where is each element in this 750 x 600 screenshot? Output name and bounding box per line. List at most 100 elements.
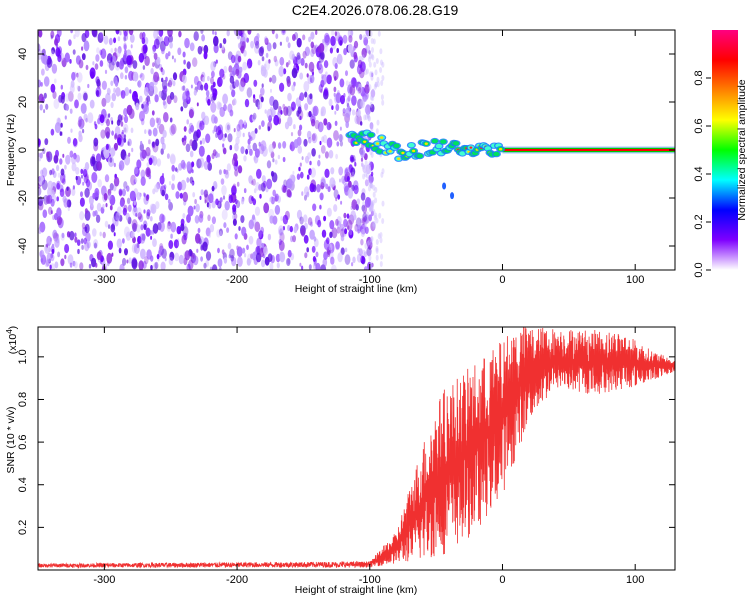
noise-speckle	[251, 251, 257, 261]
noise-speckle	[74, 99, 79, 109]
noise-speckle	[114, 219, 119, 227]
noise-speckle	[206, 202, 210, 208]
noise-speckle	[81, 32, 87, 43]
noise-speckle	[97, 179, 102, 188]
noise-speckle	[38, 186, 42, 196]
noise-speckle	[337, 194, 341, 200]
noise-speckle	[350, 173, 353, 178]
signal-blob	[493, 151, 500, 157]
noise-speckle	[323, 251, 328, 260]
noise-speckle	[142, 65, 146, 70]
noise-speckle	[83, 40, 90, 52]
noise-speckle	[345, 121, 350, 129]
noise-speckle	[74, 232, 77, 238]
noise-speckle	[38, 79, 42, 88]
noise-speckle	[232, 183, 237, 191]
noise-speckle	[370, 210, 374, 217]
noise-speckle	[352, 155, 356, 162]
noise-speckle	[176, 241, 180, 247]
noise-speckle	[77, 92, 82, 101]
noise-speckle	[186, 161, 192, 171]
noise-speckle	[340, 234, 345, 242]
noise-speckle	[308, 110, 312, 118]
noise-speckle	[287, 224, 291, 232]
noise-speckle	[263, 202, 270, 214]
noise-speckle	[161, 248, 167, 259]
noise-speckle	[189, 150, 194, 158]
noise-speckle	[328, 74, 333, 82]
noise-speckle	[186, 119, 189, 125]
noise-speckle	[92, 228, 97, 237]
noise-speckle	[136, 224, 141, 233]
noise-speckle	[83, 92, 88, 101]
noise-speckle	[242, 61, 248, 71]
spectrogram-y-ticks: -40 -20 0 20 40	[17, 48, 675, 254]
noise-speckle	[364, 243, 368, 249]
noise-speckle	[329, 47, 333, 54]
noise-speckle	[139, 150, 144, 158]
noise-speckle	[262, 180, 267, 188]
noise-speckle	[57, 54, 62, 63]
noise-speckle	[161, 79, 168, 90]
noise-speckle	[358, 87, 362, 94]
snr-line	[38, 327, 675, 569]
noise-speckle	[113, 142, 118, 151]
noise-speckle	[126, 55, 132, 66]
noise-speckle	[162, 173, 164, 178]
noise-speckle	[248, 235, 254, 245]
noise-speckle	[108, 37, 113, 46]
noise-speckle	[321, 136, 325, 143]
noise-speckle	[266, 42, 272, 52]
noise-speckle	[369, 101, 373, 108]
noise-speckle	[124, 154, 131, 166]
noise-speckle	[74, 261, 78, 269]
noise-speckle	[303, 186, 310, 197]
noise-speckle	[357, 228, 360, 234]
noise-speckle	[229, 75, 235, 84]
noise-speckle	[56, 196, 59, 202]
y-tick-label: 0	[17, 147, 29, 153]
noise-speckle	[308, 264, 312, 270]
noise-speckle	[132, 90, 138, 102]
noise-speckle	[323, 60, 329, 69]
noise-speckle	[67, 254, 74, 265]
noise-speckle	[51, 248, 55, 255]
noise-speckle	[192, 254, 195, 259]
noise-speckle	[146, 95, 151, 103]
noise-speckle	[336, 53, 343, 65]
noise-speckle	[99, 231, 102, 237]
noise-speckle	[299, 72, 304, 80]
noise-speckle	[41, 179, 48, 191]
noise-speckle	[272, 99, 279, 111]
noise-speckle	[244, 98, 250, 108]
noise-speckle	[308, 136, 312, 144]
noise-speckle	[120, 72, 124, 80]
noise-speckle	[293, 226, 298, 234]
noise-speckle	[131, 219, 138, 231]
x-tick-label: 0	[499, 274, 505, 286]
noise-speckle	[364, 221, 367, 228]
noise-speckle	[203, 115, 210, 126]
noise-speckle	[123, 181, 128, 189]
noise-speckle	[333, 130, 339, 141]
noise-speckle	[38, 152, 41, 158]
noise-speckle	[152, 238, 157, 248]
colorbar: 0.0 0.2 0.4 0.6 0.8 Normalized spectral ampl…	[693, 30, 748, 278]
noise-speckle	[280, 216, 283, 222]
noise-speckle	[307, 152, 311, 160]
noise-speckle	[374, 81, 378, 88]
noise-speckle	[370, 236, 374, 242]
noise-speckle	[369, 122, 374, 130]
noise-speckle	[363, 36, 369, 46]
noise-speckle	[82, 181, 85, 186]
noise-speckle	[318, 154, 321, 159]
noise-speckle	[219, 68, 225, 79]
noise-speckle	[309, 77, 313, 83]
noise-speckle	[309, 183, 315, 193]
noise-speckle	[316, 183, 321, 193]
signal-blob	[440, 139, 447, 144]
noise-speckle	[321, 229, 327, 238]
noise-speckle	[113, 176, 120, 187]
noise-speckle	[144, 193, 147, 198]
noise-speckle	[258, 141, 261, 147]
